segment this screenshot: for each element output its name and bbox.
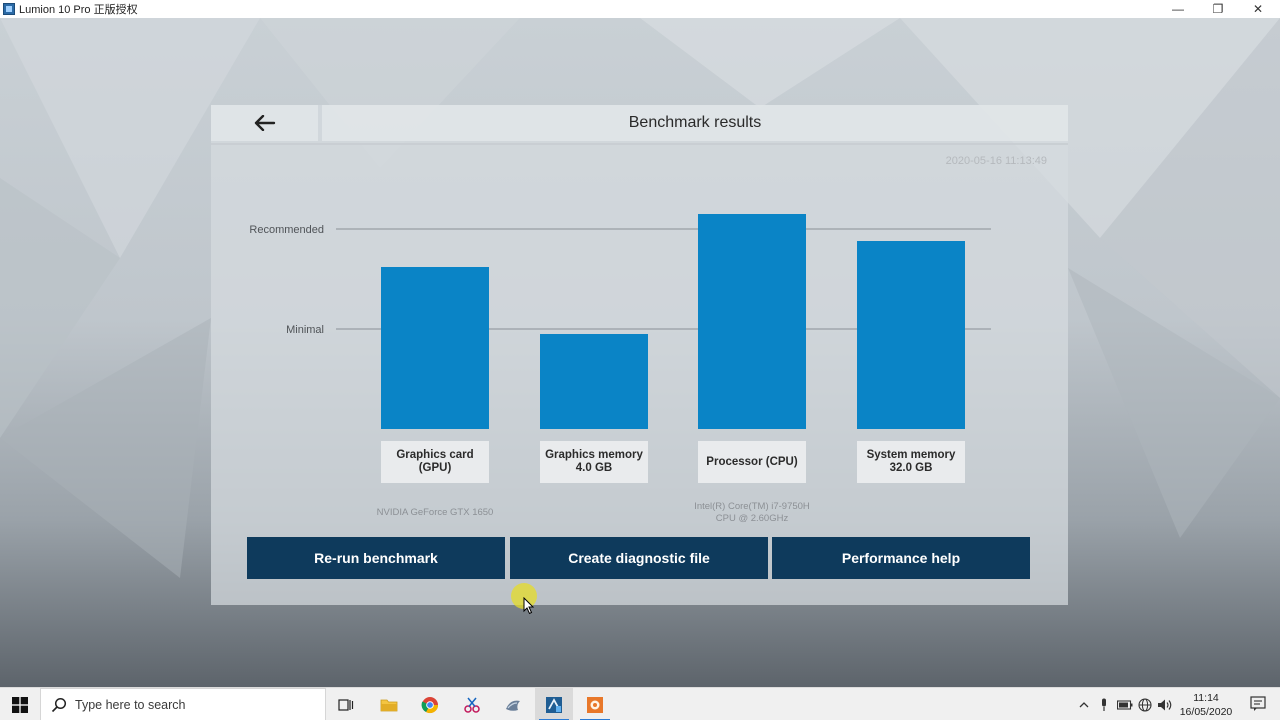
taskbar-search[interactable]: [40, 688, 326, 720]
rerun-benchmark-button[interactable]: Re-run benchmark: [247, 537, 505, 579]
bar-caption-cpu: Processor (CPU): [698, 441, 806, 483]
bar-caption-line: Graphics card: [396, 449, 474, 461]
benchmark-timestamp: 2020-05-16 11:13:49: [945, 155, 1047, 167]
cpu-info-line1: Intel(R) Core(TM) i7-9750H: [694, 501, 810, 512]
panel-title: Benchmark results: [628, 114, 762, 131]
app-icon[interactable]: [494, 688, 532, 720]
bar-caption-line: (GPU): [418, 462, 452, 474]
performance-help-button[interactable]: Performance help: [772, 537, 1030, 579]
lumion-app-icon: [3, 3, 15, 15]
bar-1: [540, 334, 648, 429]
bar-3: [857, 241, 965, 429]
reference-label-recommended: Recommended: [249, 224, 324, 236]
panel-header: Benchmark results: [322, 105, 1068, 141]
clock-time: 11:14: [1193, 692, 1219, 704]
windows-logo-icon: [12, 696, 28, 713]
maximize-button[interactable]: ❐: [1212, 2, 1224, 16]
bar-caption-system-memory: System memory 32.0 GB: [857, 441, 965, 483]
arrow-left-icon: [254, 115, 275, 131]
minimize-button[interactable]: —: [1172, 2, 1184, 16]
microphone-icon[interactable]: [1096, 688, 1112, 720]
benchmark-chart: Minimal Recommended: [249, 214, 991, 429]
back-button[interactable]: [211, 105, 318, 141]
window-titlebar: Lumion 10 Pro 正版授权 — ❐ ✕: [0, 0, 1280, 18]
file-explorer-icon[interactable]: [370, 688, 408, 720]
bar-caption-line: 4.0 GB: [575, 462, 613, 474]
search-icon: [51, 697, 67, 712]
bar-0: [381, 267, 489, 429]
task-view-icon[interactable]: [327, 688, 365, 720]
network-globe-icon[interactable]: [1136, 688, 1154, 720]
header-divider: [211, 143, 1068, 145]
bar-caption-line: 32.0 GB: [889, 462, 933, 474]
bar-caption-line: System memory: [866, 449, 956, 461]
close-button[interactable]: ✕: [1252, 2, 1264, 16]
clock-date: 16/05/2020: [1179, 706, 1233, 718]
windows-taskbar: 11:14 16/05/2020: [0, 687, 1280, 720]
bar-2: [698, 214, 806, 429]
chrome-icon[interactable]: [411, 688, 449, 720]
start-button[interactable]: [0, 688, 40, 720]
lumion-launcher-icon[interactable]: [576, 688, 614, 720]
bar-caption-gpu: Graphics card (GPU): [381, 441, 489, 483]
taskbar-clock[interactable]: 11:14 16/05/2020: [1176, 691, 1236, 719]
reference-label-minimal: Minimal: [286, 324, 324, 336]
cpu-info-line2: CPU @ 2.60GHz: [715, 513, 789, 524]
mouse-cursor-icon: [523, 597, 535, 615]
benchmark-panel: Benchmark results 2020-05-16 11:13:49 Mi…: [211, 105, 1068, 605]
battery-icon[interactable]: [1116, 688, 1134, 720]
gpu-info: NVIDIA GeForce GTX 1650: [355, 507, 515, 519]
lumion-icon[interactable]: [535, 688, 573, 720]
volume-icon[interactable]: [1156, 688, 1174, 720]
bar-caption-line: Graphics memory: [545, 449, 643, 461]
background-polygons: [0, 18, 1280, 578]
app-stage: Benchmark results 2020-05-16 11:13:49 Mi…: [0, 18, 1280, 687]
bar-caption-graphics-memory: Graphics memory 4.0 GB: [540, 441, 648, 483]
window-title: Lumion 10 Pro 正版授权: [19, 4, 138, 16]
snipping-tool-icon[interactable]: [453, 688, 491, 720]
bar-caption-line: Processor (CPU): [706, 455, 798, 468]
create-diagnostic-file-button[interactable]: Create diagnostic file: [510, 537, 768, 579]
cpu-info: Intel(R) Core(TM) i7-9750H CPU @ 2.60GHz: [672, 501, 832, 525]
gpu-info-text: NVIDIA GeForce GTX 1650: [376, 507, 494, 518]
chevron-up-icon[interactable]: [1076, 688, 1092, 720]
search-input[interactable]: [75, 697, 315, 712]
notifications-icon[interactable]: [1250, 696, 1266, 717]
